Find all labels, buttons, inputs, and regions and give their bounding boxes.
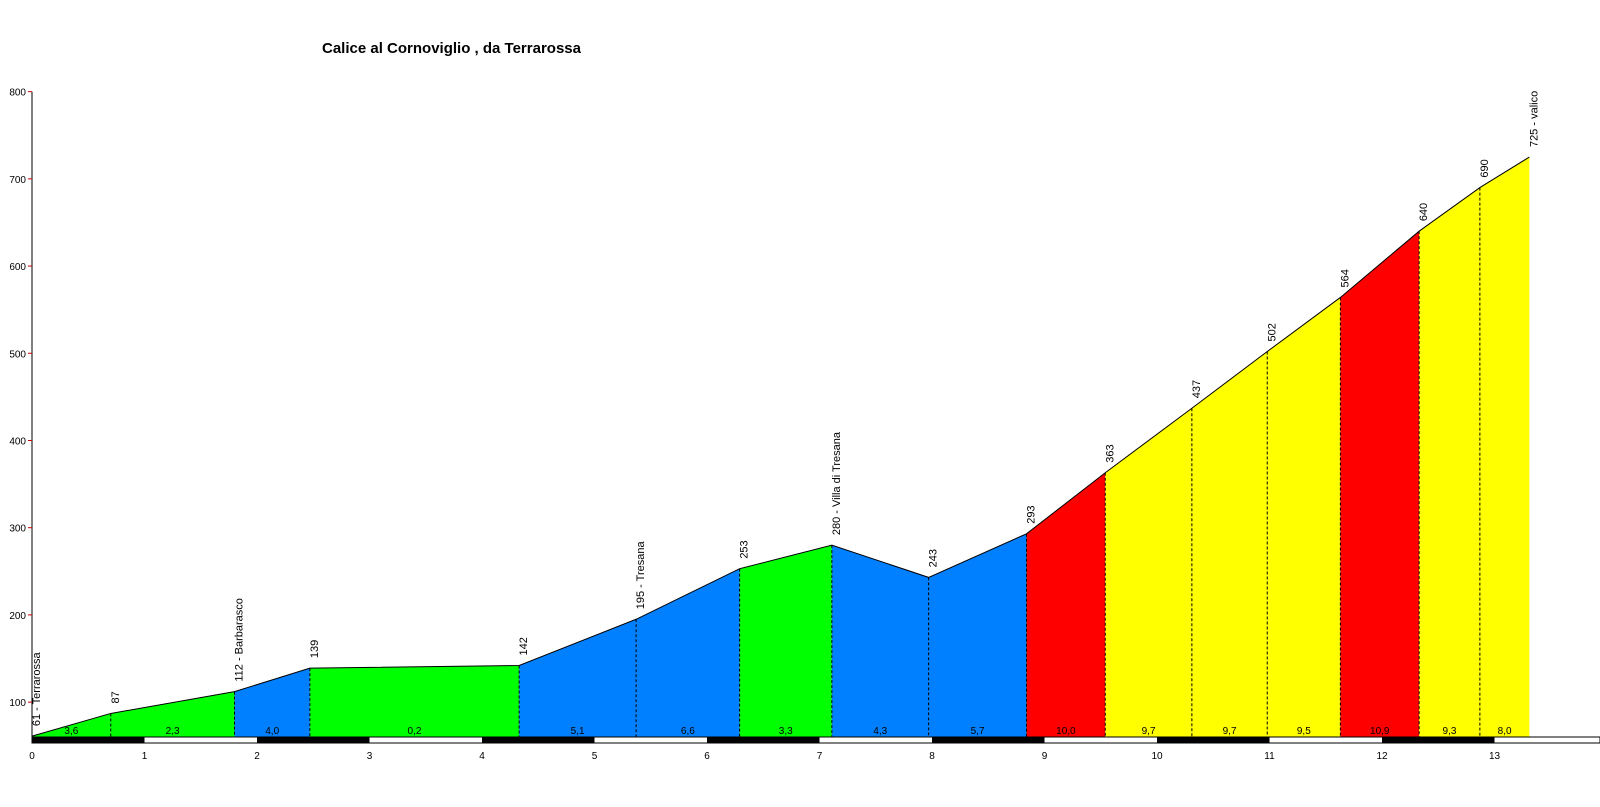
point-label: 690 — [1479, 159, 1491, 177]
segment-area — [831, 545, 929, 737]
segment-area — [1419, 187, 1480, 737]
x-tick-label: 2 — [254, 751, 260, 762]
x-tick-label: 4 — [479, 751, 485, 762]
segment-grade-label: 4,3 — [873, 726, 887, 737]
point-label: 87 — [110, 691, 122, 703]
point-labels: 3,6 2,3 4,0 0,2 5,1 6,6 3,3 4,3 5,7 10,0 9,7 9,7 9,5… — [31, 91, 1540, 737]
x-tick-label: 3 — [367, 751, 373, 762]
point-label: 293 — [1026, 505, 1038, 523]
segment-area — [739, 545, 832, 737]
km-strip-block — [257, 737, 370, 743]
point-label: 253 — [739, 540, 751, 558]
y-tick-label: 400 — [9, 436, 26, 447]
y-tick-label: 100 — [9, 698, 26, 709]
segment-area — [1479, 157, 1530, 738]
x-tick-label: 9 — [1042, 751, 1048, 762]
segment-area — [309, 665, 520, 737]
profile-line — [31, 156, 1530, 737]
point-label: 564 — [1339, 269, 1351, 287]
segment-area — [636, 568, 740, 737]
point-label: 363 — [1104, 444, 1116, 462]
km-strip-block — [482, 737, 595, 743]
segment-area — [519, 619, 637, 737]
segment-area — [928, 533, 1027, 737]
segment-area — [1026, 472, 1106, 737]
segment-grade-label: 6,6 — [681, 726, 695, 737]
x-tick-label: 10 — [1151, 751, 1163, 762]
segment-grade-label: 9,3 — [1443, 726, 1457, 737]
km-strip-block — [1157, 737, 1270, 743]
x-tick-label: 8 — [929, 751, 935, 762]
x-tick-label: 0 — [29, 751, 35, 762]
point-label: 142 — [518, 637, 530, 655]
segment-area — [1191, 351, 1268, 737]
segment-grade-label: 10,9 — [1370, 726, 1390, 737]
y-tick-label: 300 — [9, 524, 26, 535]
y-tick-label: 800 — [9, 88, 26, 99]
x-tick-label: 11 — [1264, 751, 1275, 762]
point-label: 280 - Villa di Tresana — [831, 431, 843, 535]
x-tick-label: 6 — [704, 751, 710, 762]
point-label: 243 — [928, 549, 940, 567]
segment-grade-label: 2,3 — [166, 726, 180, 737]
x-tick-label: 7 — [817, 751, 823, 762]
point-label: 61 - Terrarossa — [31, 651, 43, 726]
x-tick-label: 5 — [592, 751, 598, 762]
y-tick-label: 600 — [9, 262, 26, 273]
point-label: 437 — [1191, 380, 1203, 398]
segment-grade-label: 9,7 — [1142, 726, 1156, 737]
point-label: 640 — [1418, 203, 1430, 221]
segment-grade-label: 9,7 — [1223, 726, 1237, 737]
y-tick-label: 700 — [9, 175, 26, 186]
chart-title: Calice al Cornoviglio , da Terrarossa — [322, 40, 582, 57]
point-label: 139 — [309, 640, 321, 658]
x-tick-label: 13 — [1489, 751, 1501, 762]
segment-area — [1105, 408, 1192, 737]
point-label: 112 - Barbarasco — [234, 598, 246, 682]
segment-area — [1340, 231, 1420, 737]
segment-grade-label: 5,7 — [971, 726, 985, 737]
segment-grade-label: 3,3 — [779, 726, 793, 737]
x-tick-label: 12 — [1376, 751, 1388, 762]
segment-grade-label: 9,5 — [1297, 726, 1311, 737]
segment-grade-label: 3,6 — [64, 726, 78, 737]
km-strip-block — [707, 737, 820, 743]
profile-areas — [31, 156, 1530, 738]
km-strip-block — [932, 737, 1045, 743]
segment-grade-label: 0,2 — [408, 726, 422, 737]
y-tick-label: 200 — [9, 611, 26, 622]
segment-area — [110, 691, 235, 737]
segment-grade-label: 10,0 — [1056, 726, 1076, 737]
point-label: 502 — [1266, 323, 1278, 341]
km-strip-block — [1382, 737, 1495, 743]
km-strip-block — [32, 737, 145, 743]
segment-area — [234, 668, 310, 737]
segment-grade-label: 4,0 — [265, 726, 279, 737]
point-label: 725 - valico — [1528, 91, 1540, 147]
point-label: 195 - Tresana — [635, 541, 647, 610]
x-tick-label: 1 — [142, 751, 148, 762]
segment-grade-label: 5,1 — [571, 726, 585, 737]
segment-grade-label: 8,0 — [1498, 726, 1512, 737]
y-tick-label: 500 — [9, 349, 26, 360]
segment-area — [1267, 297, 1341, 737]
